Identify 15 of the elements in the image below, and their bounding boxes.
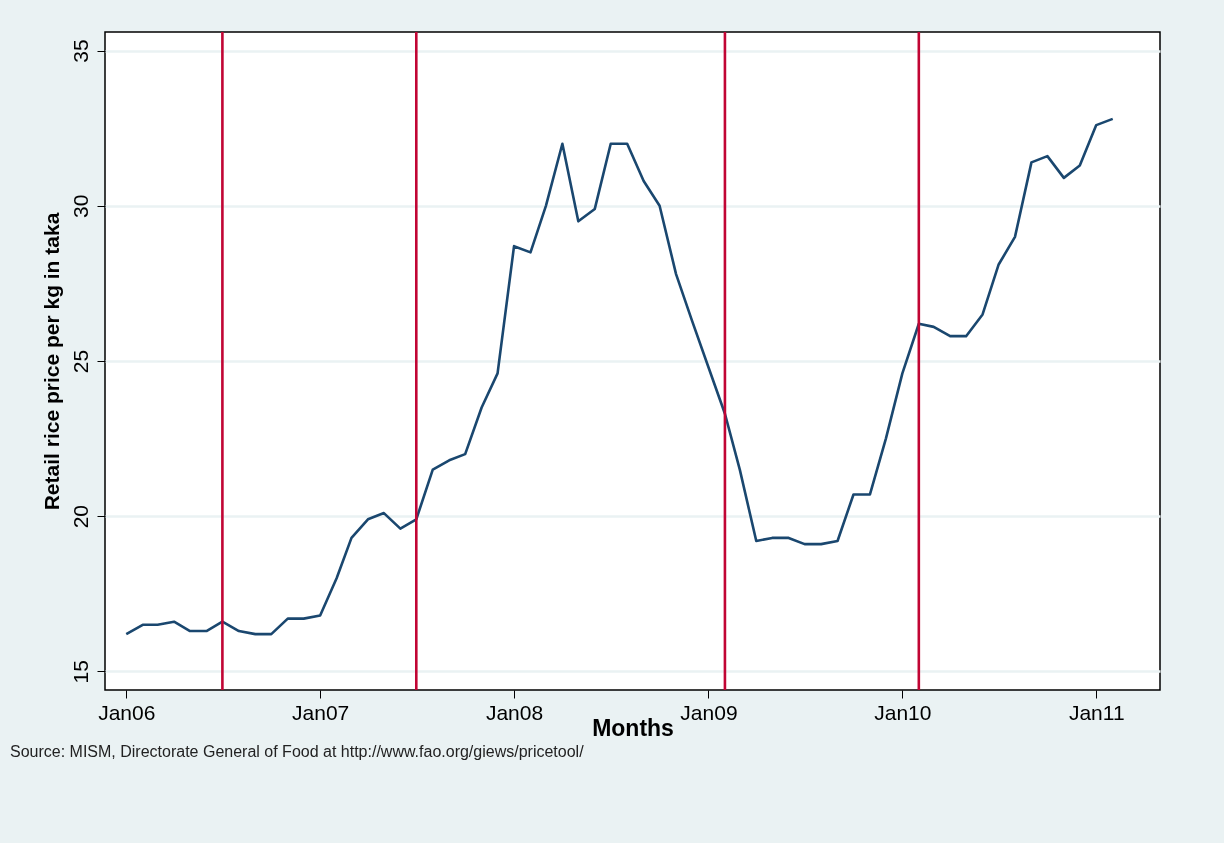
y-axis-title: Retail rice price per kg in taka xyxy=(39,212,63,511)
x-axis-title: Months xyxy=(592,714,674,741)
x-tick-label: Jan06 xyxy=(98,700,156,724)
x-tick-label: Jan07 xyxy=(292,700,350,724)
y-tick-label: 30 xyxy=(68,194,92,218)
source-note: Source: MISM, Directorate General of Food at http://www.fao.org/giews/pricetool/ xyxy=(10,743,585,760)
x-tick-label: Jan11 xyxy=(1068,700,1125,724)
y-tick-label: 35 xyxy=(68,39,92,63)
x-tick-label: Jan10 xyxy=(874,700,932,724)
y-tick-label: 20 xyxy=(68,505,92,529)
x-tick-label: Jan08 xyxy=(485,700,544,724)
x-tick-label: Jan09 xyxy=(680,700,738,724)
line-series xyxy=(124,117,1115,636)
y-tick-label: 15 xyxy=(68,660,92,684)
y-tick-label: 25 xyxy=(68,349,92,374)
